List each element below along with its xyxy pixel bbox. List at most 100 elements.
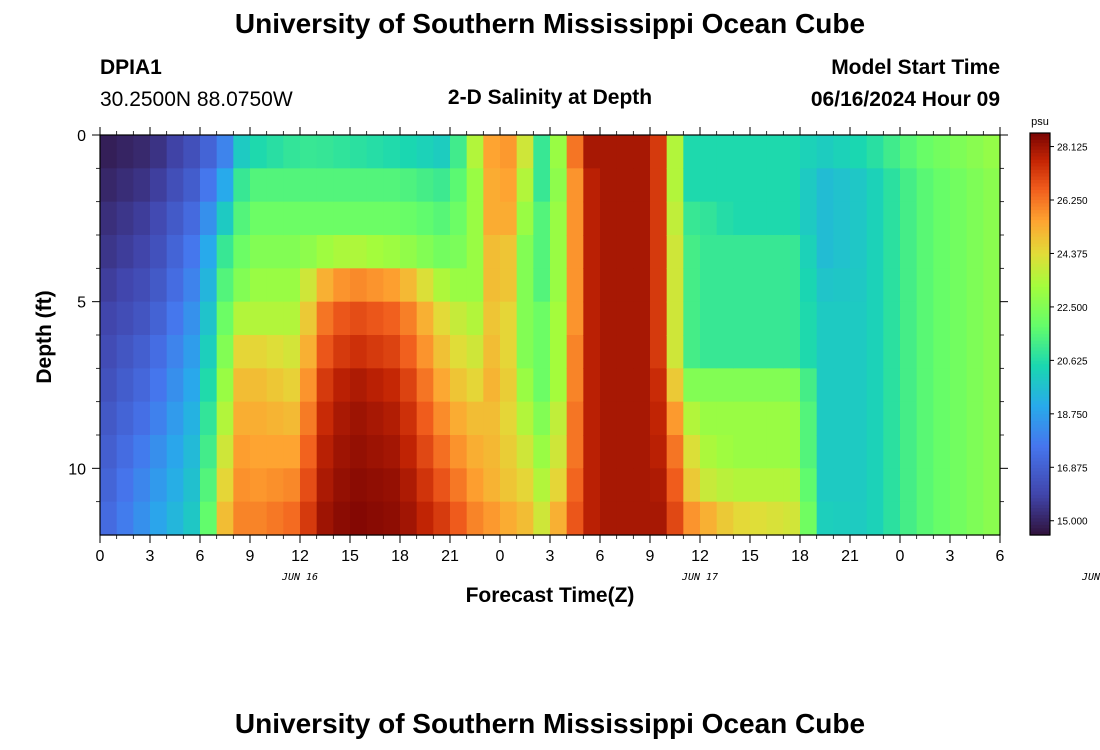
heatmap-cell bbox=[400, 168, 418, 203]
heatmap-cell bbox=[750, 201, 768, 236]
colorbar-segment bbox=[1030, 344, 1050, 348]
heatmap-cell bbox=[283, 168, 301, 203]
heatmap-cell bbox=[583, 468, 601, 503]
heatmap-cell bbox=[900, 201, 918, 236]
heatmap-cell bbox=[316, 368, 334, 403]
heatmap-cell bbox=[200, 335, 218, 369]
heatmap-cell bbox=[550, 235, 568, 269]
heatmap-cell bbox=[766, 268, 784, 303]
heatmap-cell bbox=[100, 201, 118, 236]
heatmap-cell bbox=[333, 401, 351, 436]
heatmap-cell bbox=[283, 435, 301, 469]
colorbar-segment bbox=[1030, 139, 1050, 144]
heatmap-cell bbox=[766, 201, 784, 236]
x-tick-label: 15 bbox=[341, 548, 359, 565]
heatmap-cell bbox=[616, 401, 634, 436]
heatmap-cell bbox=[433, 301, 451, 336]
heatmap-cell bbox=[616, 368, 634, 403]
heatmap-cell bbox=[233, 268, 251, 303]
heatmap-cell bbox=[950, 468, 968, 503]
heatmap-cell bbox=[583, 135, 601, 169]
heatmap-cell bbox=[516, 401, 534, 436]
heatmap-cell bbox=[683, 435, 701, 469]
heatmap-cell bbox=[366, 368, 384, 403]
heatmap-cell bbox=[650, 368, 668, 403]
heatmap-cell bbox=[416, 168, 434, 203]
colorbar-segment bbox=[1030, 394, 1050, 399]
heatmap-cell bbox=[533, 335, 551, 369]
heatmap-cell bbox=[216, 501, 234, 536]
heatmap-cell bbox=[600, 401, 618, 436]
heatmap-cell bbox=[416, 135, 434, 169]
colorbar-segment bbox=[1030, 511, 1050, 516]
heatmap-cell bbox=[250, 201, 268, 236]
heatmap-cell bbox=[800, 135, 818, 169]
heatmap-cell bbox=[466, 335, 484, 369]
colorbar-segment bbox=[1030, 407, 1050, 412]
heatmap-cell bbox=[850, 168, 868, 203]
heatmap-cell bbox=[966, 235, 984, 269]
heatmap-cell bbox=[883, 335, 901, 369]
heatmap-cell bbox=[350, 268, 368, 303]
heatmap-cell bbox=[333, 201, 351, 236]
heatmap-cell bbox=[816, 301, 834, 336]
heatmap-cell bbox=[950, 335, 968, 369]
heatmap-cell bbox=[883, 201, 901, 236]
heatmap-cell bbox=[850, 501, 868, 536]
heatmap-cell bbox=[233, 135, 251, 169]
heatmap-cell bbox=[383, 235, 401, 269]
heatmap-cell bbox=[933, 135, 951, 169]
heatmap-cell bbox=[483, 501, 501, 536]
heatmap-cell bbox=[266, 168, 284, 203]
heatmap-cell bbox=[450, 301, 468, 336]
heatmap-cell bbox=[300, 401, 318, 436]
heatmap-cell bbox=[200, 401, 218, 436]
heatmap-cell bbox=[783, 501, 801, 536]
heatmap-cell bbox=[750, 301, 768, 336]
x-tick-label: 0 bbox=[896, 548, 905, 565]
colorbar-segment bbox=[1030, 411, 1050, 415]
heatmap-cell bbox=[216, 435, 234, 469]
heatmap-cell bbox=[633, 335, 651, 369]
heatmap-cell bbox=[616, 468, 634, 503]
heatmap-cell bbox=[866, 401, 884, 436]
heatmap-cell bbox=[633, 501, 651, 536]
heatmap-cell bbox=[416, 435, 434, 469]
heatmap-cell bbox=[350, 368, 368, 403]
heatmap-cell bbox=[800, 301, 818, 336]
heatmap-cell bbox=[450, 135, 468, 169]
heatmap-cell bbox=[483, 268, 501, 303]
heatmap-cell bbox=[133, 235, 151, 269]
colorbar-segment bbox=[1030, 340, 1050, 345]
heatmap-cell bbox=[900, 135, 918, 169]
heatmap-cell bbox=[250, 368, 268, 403]
heatmap-cell bbox=[350, 235, 368, 269]
heatmap-cell bbox=[116, 268, 134, 303]
heatmap-cell bbox=[483, 201, 501, 236]
heatmap-cell bbox=[466, 168, 484, 203]
heatmap-cell bbox=[500, 168, 518, 203]
heatmap-cell bbox=[233, 235, 251, 269]
heatmap-cell bbox=[466, 468, 484, 503]
heatmap-cell bbox=[333, 168, 351, 203]
heatmap-cell bbox=[550, 335, 568, 369]
heatmap-cell bbox=[833, 501, 851, 536]
colorbar-segment bbox=[1030, 273, 1050, 278]
heatmap-cell bbox=[816, 135, 834, 169]
colorbar-segment bbox=[1030, 501, 1050, 506]
salinity-heatmap-chart: 0 3 6 9 12 15 18 21 0 3 6 9 12 15 18 21 0 3 6 JUN 16 JUN 17 J… bbox=[68, 116, 1100, 583]
x-tick-label: 6 bbox=[196, 548, 205, 565]
heatmap-cell bbox=[433, 201, 451, 236]
colorbar-segment bbox=[1030, 256, 1050, 261]
heatmap-cell bbox=[100, 235, 118, 269]
heatmap-cell bbox=[383, 301, 401, 336]
heatmap-cell bbox=[683, 301, 701, 336]
heatmap-cell bbox=[983, 468, 1001, 503]
heatmap-cell bbox=[250, 135, 268, 169]
heatmap-cell bbox=[383, 401, 401, 436]
colorbar-segment bbox=[1030, 491, 1050, 496]
heatmap-cell bbox=[566, 168, 584, 203]
heatmap-cell bbox=[966, 135, 984, 169]
heatmap-cell bbox=[716, 335, 734, 369]
heatmap-cell bbox=[250, 168, 268, 203]
